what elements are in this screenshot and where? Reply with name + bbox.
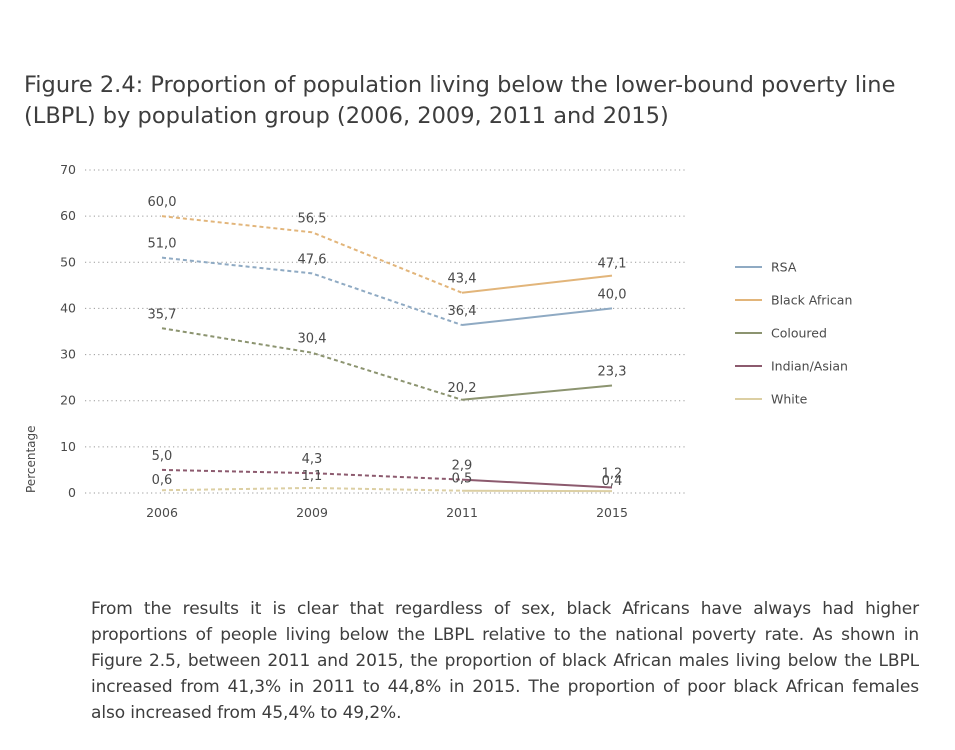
series-line-solid	[461, 307, 613, 327]
legend-label: Black African	[771, 293, 852, 308]
y-tick-label: 70	[60, 162, 76, 177]
data-label: 0,6	[152, 473, 173, 488]
figure-title: Figure 2.4: Proportion of population liv…	[24, 72, 896, 129]
data-label: 20,2	[448, 381, 477, 396]
y-tick-label: 0	[68, 485, 76, 500]
data-label: 0,4	[602, 474, 623, 489]
legend-label: White	[771, 392, 808, 407]
data-label: 51,0	[148, 237, 177, 252]
data-label: 5,0	[152, 449, 173, 464]
y-tick-label: 10	[60, 439, 76, 454]
y-axis: 0 10 20 30 40 50 60 70	[60, 162, 76, 500]
series-line-solid	[461, 384, 613, 401]
legend-label: Indian/Asian	[771, 359, 848, 374]
x-tick-label: 2006	[146, 505, 178, 520]
series-line-dashed	[161, 215, 463, 294]
data-label: 47,6	[298, 252, 327, 267]
data-label: 35,7	[148, 307, 177, 322]
data-label: 1,1	[302, 469, 323, 484]
data-labels: 51,0 47,6 36,4 40,0 60,0 56,5 43,4 47,1 35,7 30,4…	[148, 195, 627, 489]
data-label: 1,2	[602, 466, 623, 481]
x-axis: 2006 2009 2011 2015	[146, 505, 628, 520]
chart-grid	[85, 169, 685, 494]
series-line-dashed	[161, 256, 463, 326]
x-tick-label: 2015	[596, 505, 628, 520]
y-tick-label: 40	[60, 300, 76, 315]
y-tick-label: 50	[60, 254, 76, 269]
series-line-dashed	[161, 486, 463, 492]
series-lines	[161, 215, 613, 493]
data-label: 4,3	[302, 452, 323, 467]
data-label: 43,4	[448, 272, 477, 287]
y-axis-label: Percentage	[24, 425, 38, 493]
body-paragraph: From the results it is clear that regard…	[91, 599, 919, 723]
series-line-solid	[461, 478, 613, 489]
line-chart: 0 10 20 30 40 50 60 70 2006 2009 2011 2015 51,0 47,…	[24, 162, 852, 520]
data-label: 30,4	[298, 332, 327, 347]
legend-label: Coloured	[771, 326, 827, 341]
data-label: 56,5	[298, 211, 327, 226]
y-tick-label: 30	[60, 347, 76, 362]
series-line-solid	[461, 274, 613, 294]
data-label: 60,0	[148, 195, 177, 210]
x-tick-label: 2009	[296, 505, 328, 520]
x-tick-label: 2011	[446, 505, 478, 520]
data-label: 40,0	[598, 287, 627, 302]
legend: RSA Black African Coloured Indian/Asian Whit…	[735, 260, 852, 407]
series-line-dashed	[161, 327, 463, 401]
data-label: 2,9	[452, 459, 473, 474]
data-label: 0,5	[452, 472, 473, 487]
series-line-dashed	[161, 468, 463, 481]
legend-label: RSA	[771, 260, 797, 275]
y-tick-label: 20	[60, 393, 76, 408]
data-label: 23,3	[598, 364, 627, 379]
y-tick-label: 60	[60, 208, 76, 223]
data-label: 47,1	[598, 257, 627, 272]
data-label: 36,4	[448, 304, 477, 319]
